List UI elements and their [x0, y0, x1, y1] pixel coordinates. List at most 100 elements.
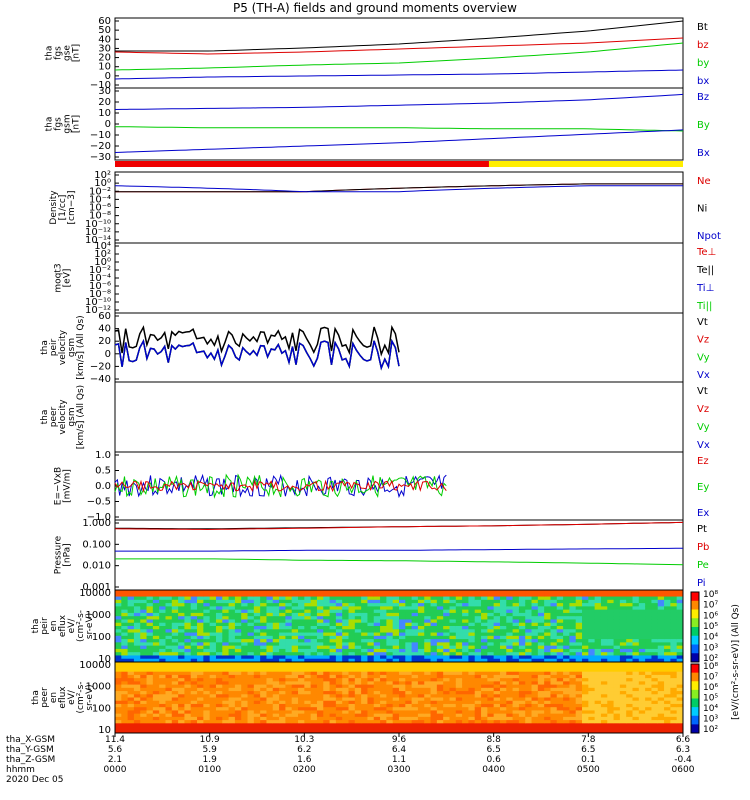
heatmap-cell — [361, 593, 368, 598]
series-line-vx — [114, 338, 400, 371]
heatmap-cell — [468, 720, 476, 724]
heatmap-cell — [493, 720, 501, 724]
heatmap-cell — [115, 642, 122, 647]
heatmap-cell — [253, 671, 261, 676]
heatmap-cell — [430, 648, 438, 653]
y-axis-label: tha fgs gse [nT] — [45, 44, 82, 62]
heatmap-cell — [152, 720, 160, 724]
heatmap-cell — [487, 619, 495, 624]
heatmap-cell — [569, 684, 577, 689]
ephemeris-value: 11.4 — [105, 735, 125, 745]
heatmap-cell — [632, 655, 640, 660]
heatmap-cell — [197, 726, 204, 731]
heatmap-cell — [436, 639, 444, 643]
heatmap-cell — [197, 707, 204, 711]
heatmap-cell — [329, 665, 337, 669]
heatmap-cell — [626, 593, 634, 598]
heatmap-cell — [493, 697, 501, 702]
heatmap-cell — [285, 609, 293, 614]
heatmap-cell — [178, 658, 185, 663]
heatmap-cell — [392, 629, 400, 634]
heatmap-cell — [266, 726, 274, 731]
heatmap-cell — [651, 612, 659, 617]
heatmap-cell — [178, 687, 185, 692]
heatmap-cell — [291, 662, 299, 666]
heatmap-cell — [367, 609, 375, 614]
heatmap-cell — [645, 639, 652, 643]
heatmap-cell — [190, 616, 198, 620]
heatmap-cell — [588, 619, 596, 624]
heatmap-cell — [260, 606, 267, 611]
heatmap-cell — [399, 590, 406, 594]
heatmap-cell — [247, 703, 255, 708]
ephemeris-value: 6.5 — [581, 745, 595, 755]
heatmap-cell — [436, 674, 444, 679]
heatmap-cell — [140, 652, 148, 656]
heatmap-cell — [512, 662, 520, 666]
heatmap-cell — [329, 609, 337, 614]
heatmap-cell — [563, 655, 570, 660]
heatmap-cell — [518, 639, 526, 643]
heatmap-cell — [209, 609, 217, 614]
heatmap-cell — [499, 619, 507, 624]
heatmap-cell — [575, 609, 583, 614]
heatmap-cell — [626, 694, 634, 698]
heatmap-cell — [285, 596, 293, 601]
heatmap-cell — [133, 691, 141, 695]
heatmap-cell — [197, 687, 204, 692]
heatmap-cell — [481, 684, 488, 689]
heatmap-cell — [499, 648, 507, 653]
y-axis-label-line: fgs — [54, 46, 64, 60]
heatmap-cell — [228, 619, 236, 624]
heatmap-cell — [436, 609, 444, 614]
heatmap-cell — [171, 616, 179, 620]
heatmap-cell — [304, 652, 312, 656]
heatmap-cell — [544, 642, 551, 647]
heatmap-cell — [518, 662, 526, 666]
heatmap-cell — [626, 596, 634, 601]
heatmap-cell — [209, 622, 217, 627]
heatmap-cell — [506, 703, 514, 708]
heatmap-cell — [544, 655, 551, 660]
heatmap-cell — [316, 668, 324, 673]
heatmap-cell — [411, 648, 419, 653]
y-axis-label-line: tha — [31, 619, 41, 634]
heatmap-cell — [234, 703, 242, 708]
x-row-label: 2020 Dec 05 — [6, 775, 64, 785]
heatmap-cell — [518, 707, 526, 711]
heatmap-cell — [582, 716, 589, 721]
heatmap-cell — [260, 703, 267, 708]
heatmap-cell — [512, 626, 520, 630]
heatmap-cell — [455, 606, 463, 611]
heatmap-cell — [298, 648, 305, 653]
heatmap-cell — [316, 710, 324, 715]
heatmap-cell — [676, 726, 684, 731]
heatmap-cell — [234, 720, 242, 724]
heatmap-cell — [190, 678, 198, 682]
heatmap-cell — [392, 681, 400, 686]
heatmap-cell — [550, 665, 558, 669]
heatmap-cell — [266, 697, 274, 702]
heatmap-cell — [670, 687, 678, 692]
heatmap-cell — [582, 665, 589, 669]
heatmap-cell — [455, 720, 463, 724]
heatmap-cell — [544, 700, 551, 705]
heatmap-cell — [430, 619, 438, 624]
heatmap-cell — [411, 635, 419, 640]
heatmap-cell — [354, 629, 362, 634]
heatmap-cell — [430, 629, 438, 634]
heatmap-cell — [247, 645, 255, 650]
colorbar-tick: 10⁷ — [703, 601, 718, 611]
heatmap-cell — [329, 622, 337, 627]
heatmap-cell — [424, 652, 432, 656]
heatmap-cell — [380, 603, 387, 607]
heatmap-cell — [575, 723, 583, 728]
heatmap-cell — [512, 645, 520, 650]
heatmap-cell — [133, 652, 141, 656]
heatmap-cell — [203, 710, 211, 715]
heatmap-cell — [468, 658, 476, 663]
heatmap-cell — [323, 668, 331, 673]
heatmap-cell — [234, 694, 242, 698]
heatmap-cell — [171, 645, 179, 650]
heatmap-cell — [424, 691, 432, 695]
